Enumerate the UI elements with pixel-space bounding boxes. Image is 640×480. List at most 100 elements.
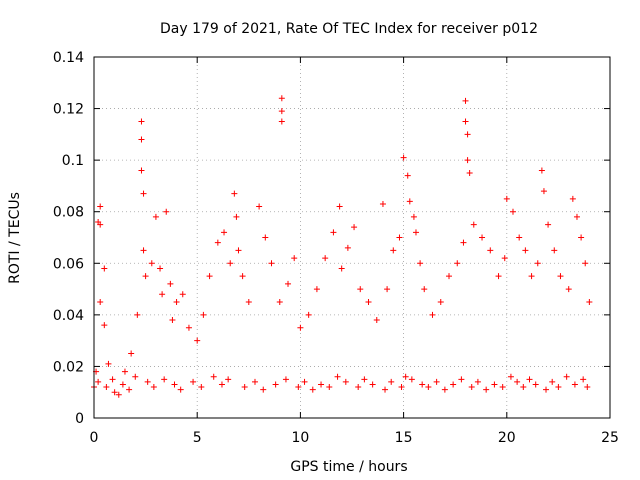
data-point xyxy=(297,324,304,331)
y-tick-label: 0.1 xyxy=(62,153,84,169)
data-point xyxy=(214,239,221,246)
data-point xyxy=(278,118,285,125)
data-point xyxy=(565,286,572,293)
data-point xyxy=(233,213,240,220)
data-point xyxy=(396,234,403,241)
data-point xyxy=(538,167,545,174)
data-point xyxy=(138,167,145,174)
data-point xyxy=(458,376,465,383)
data-point xyxy=(468,384,475,391)
data-point xyxy=(97,221,104,228)
chart-title: Day 179 of 2021, Rate Of TEC Index for r… xyxy=(160,21,538,37)
y-tick-labels: 0 0.02 0.04 0.06 0.08 0.1 0.12 0.14 xyxy=(53,50,84,427)
data-point xyxy=(388,378,395,385)
data-point xyxy=(551,247,558,254)
data-point xyxy=(111,389,118,396)
x-tick-label: 0 xyxy=(90,430,99,446)
data-point xyxy=(470,221,477,228)
x-tick-label: 15 xyxy=(395,430,413,446)
data-point xyxy=(563,373,570,380)
y-tick-label: 0.04 xyxy=(53,308,84,324)
data-point xyxy=(557,273,564,280)
data-point xyxy=(282,376,289,383)
data-point xyxy=(190,378,197,385)
data-point xyxy=(132,373,139,380)
data-point xyxy=(301,378,308,385)
data-point xyxy=(526,376,533,383)
data-point xyxy=(276,298,283,305)
plot-frame xyxy=(93,56,611,419)
data-point xyxy=(584,384,591,391)
data-point xyxy=(169,317,176,324)
data-point xyxy=(545,221,552,228)
data-point xyxy=(326,384,333,391)
data-points xyxy=(91,95,593,398)
data-point xyxy=(390,247,397,254)
x-tick-labels: 0 5 10 15 20 25 xyxy=(90,430,619,446)
data-point xyxy=(342,378,349,385)
data-point xyxy=(101,322,108,329)
data-point xyxy=(351,224,358,231)
data-point xyxy=(225,376,232,383)
data-point xyxy=(179,291,186,298)
data-point xyxy=(516,234,523,241)
data-point xyxy=(487,247,494,254)
data-point xyxy=(105,360,112,367)
data-point xyxy=(148,260,155,267)
data-point xyxy=(167,280,174,287)
data-point xyxy=(245,298,252,305)
data-point xyxy=(479,234,486,241)
data-point xyxy=(586,298,593,305)
data-point xyxy=(503,195,510,202)
data-point xyxy=(95,378,102,385)
data-point xyxy=(278,95,285,102)
data-point xyxy=(330,229,337,236)
data-point xyxy=(355,384,362,391)
data-point xyxy=(344,244,351,251)
data-point xyxy=(408,376,415,383)
data-point xyxy=(152,213,159,220)
data-point xyxy=(157,265,164,272)
data-point xyxy=(532,381,539,388)
data-point xyxy=(425,384,432,391)
data-point xyxy=(159,291,166,298)
y-tick-label: 0.14 xyxy=(53,50,84,66)
data-point xyxy=(103,384,110,391)
data-point xyxy=(582,260,589,267)
data-point xyxy=(97,298,104,305)
data-point xyxy=(126,386,133,393)
data-point xyxy=(291,255,298,262)
data-point xyxy=(514,378,521,385)
data-point xyxy=(115,391,122,398)
data-point xyxy=(256,203,263,210)
data-point xyxy=(499,384,506,391)
data-point xyxy=(507,373,514,380)
x-tick-label: 5 xyxy=(193,430,202,446)
data-point xyxy=(543,386,550,393)
data-point xyxy=(520,384,527,391)
data-point xyxy=(221,229,228,236)
data-point xyxy=(398,384,405,391)
data-point xyxy=(185,324,192,331)
data-point xyxy=(571,381,578,388)
data-point xyxy=(501,255,508,262)
y-tick-label: 0.02 xyxy=(53,359,84,375)
data-point xyxy=(534,260,541,267)
data-point xyxy=(483,386,490,393)
data-point xyxy=(173,298,180,305)
x-tick-label: 25 xyxy=(601,430,619,446)
data-point xyxy=(239,273,246,280)
data-point xyxy=(406,198,413,205)
data-point xyxy=(400,154,407,161)
data-point xyxy=(101,265,108,272)
data-point xyxy=(177,386,184,393)
data-point xyxy=(161,376,168,383)
data-point xyxy=(138,118,145,125)
data-point xyxy=(522,247,529,254)
data-point xyxy=(194,337,201,344)
data-point xyxy=(454,260,461,267)
data-point xyxy=(382,386,389,393)
data-point xyxy=(419,381,426,388)
data-point xyxy=(569,195,576,202)
